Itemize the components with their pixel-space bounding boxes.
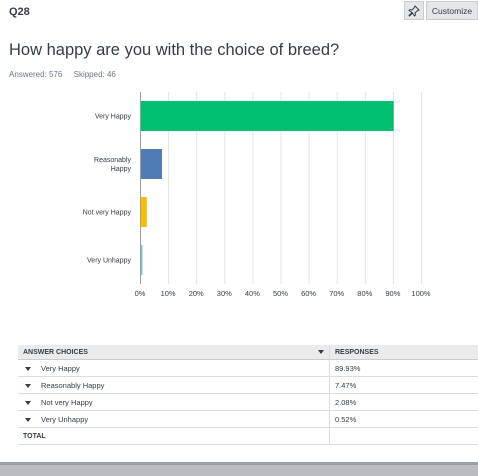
response-stats: Answered: 576 Skipped: 46 — [9, 70, 125, 79]
pin-icon — [408, 4, 420, 17]
choice-label: Very Unhappy — [41, 414, 89, 424]
x-tick-label: 40% — [245, 289, 260, 298]
table-row[interactable]: Very Happy 89.93% — [18, 359, 478, 377]
category-label: Very Happy — [95, 114, 132, 121]
expand-caret-icon[interactable] — [25, 417, 31, 422]
bar — [141, 197, 147, 227]
skipped-count: Skipped: 46 — [73, 70, 116, 79]
response-value: 0.52% — [329, 410, 478, 428]
response-value: 89.93% — [329, 359, 478, 377]
bar — [141, 101, 394, 131]
bar — [141, 149, 162, 179]
choice-label: Not very Happy — [41, 397, 93, 407]
question-title: How happy are you with the choice of bre… — [9, 41, 340, 59]
answered-count: Answered: 576 — [9, 70, 63, 79]
answer-choices-header[interactable]: ANSWER CHOICES — [18, 345, 330, 360]
response-value: 7.47% — [329, 376, 478, 394]
expand-caret-icon[interactable] — [25, 366, 31, 371]
responses-header: RESPONSES — [329, 345, 478, 360]
customize-button[interactable]: Customize — [426, 1, 478, 20]
expand-caret-icon[interactable] — [25, 383, 31, 388]
footer-bar — [0, 462, 478, 476]
category-label: Very Unhappy — [87, 258, 131, 265]
response-value: 2.08% — [329, 393, 478, 411]
bar — [141, 245, 143, 275]
footer-divider — [0, 462, 478, 465]
choice-label: Very Happy — [41, 363, 80, 373]
table-row[interactable]: Reasonably Happy 7.47% — [18, 376, 478, 394]
answers-table: ANSWER CHOICES RESPONSES Very Happy 89.9… — [18, 345, 478, 445]
expand-caret-icon[interactable] — [25, 400, 31, 405]
x-tick-label: 60% — [301, 289, 316, 298]
answer-choices-label: ANSWER CHOICES — [23, 348, 88, 356]
sort-caret-icon[interactable] — [318, 350, 324, 354]
total-row: TOTAL — [18, 427, 478, 445]
x-tick-label: 70% — [329, 289, 344, 298]
category-label: Reasonably Happy — [94, 157, 131, 173]
total-label: TOTAL — [18, 427, 330, 445]
table-header-row: ANSWER CHOICES RESPONSES — [18, 345, 478, 360]
x-tick-label: 30% — [217, 289, 232, 298]
x-tick-label: 10% — [161, 289, 176, 298]
x-tick-label: 100% — [411, 289, 431, 298]
pin-button[interactable] — [404, 1, 424, 20]
x-tick-label: 0% — [135, 289, 146, 298]
category-label: Not very Happy — [83, 210, 132, 217]
total-value — [329, 427, 478, 445]
x-tick-label: 90% — [385, 289, 400, 298]
x-tick-label: 50% — [273, 289, 288, 298]
bar-chart: 0% 10% 20% 30% 40% 50% 60% 70% 80% 90% 100% Very Ha… — [83, 92, 431, 298]
table-row[interactable]: Not very Happy 2.08% — [18, 393, 478, 411]
x-tick-label: 80% — [357, 289, 372, 298]
question-number: Q28 — [9, 6, 30, 18]
choice-label: Reasonably Happy — [41, 380, 105, 390]
table-row[interactable]: Very Unhappy 0.52% — [18, 410, 478, 428]
x-tick-label: 20% — [189, 289, 204, 298]
